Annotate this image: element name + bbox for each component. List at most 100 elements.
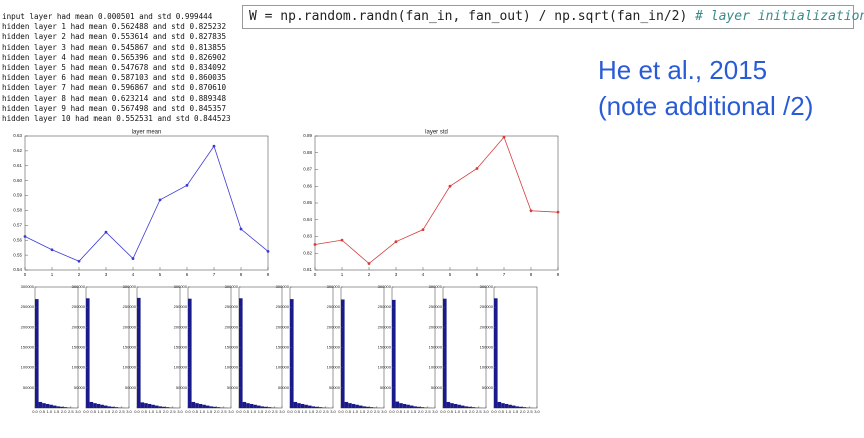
y-tick-label: 200000 — [225, 324, 239, 329]
y-tick-label: 50000 — [431, 385, 443, 390]
hist-bar — [198, 403, 203, 408]
hist-bar — [205, 405, 210, 408]
plot-area — [493, 286, 538, 409]
x-tick-label: 2.5 — [476, 409, 482, 414]
plot-area — [289, 286, 334, 409]
code-line: W = np.random.randn(fan_in, fan_out) / n… — [242, 5, 864, 29]
hist-bar — [213, 406, 217, 408]
x-tick-label: 1.0 — [353, 409, 359, 414]
hist-bar — [464, 406, 469, 408]
x-tick-label: 0.5 — [396, 409, 402, 414]
hist-bar — [242, 401, 247, 408]
hist-bar — [140, 402, 145, 408]
hist-bar — [249, 403, 254, 408]
hist-bar — [300, 403, 305, 408]
x-tick-label: 0.0 — [440, 409, 446, 414]
y-tick-label: 0.89 — [303, 133, 312, 138]
x-tick-label: 2.5 — [68, 409, 74, 414]
y-tick-label: 100000 — [123, 365, 137, 370]
x-tick-label: 4 — [422, 272, 425, 277]
hist-bar — [154, 405, 159, 408]
y-tick-label: 150000 — [72, 345, 86, 350]
x-tick-label: 6 — [476, 272, 479, 277]
x-tick-label: 0.0 — [32, 409, 38, 414]
y-tick-label: 150000 — [327, 345, 341, 350]
x-tick-label: 6 — [186, 272, 189, 277]
hist-bar — [497, 401, 502, 408]
y-tick-label: 250000 — [276, 304, 290, 309]
hist-bar — [522, 407, 527, 408]
y-tick-label: 250000 — [174, 304, 188, 309]
y-tick-label: 300000 — [480, 284, 494, 289]
y-tick-label: 100000 — [480, 365, 494, 370]
y-tick-label: 250000 — [21, 304, 35, 309]
hist-bar — [216, 407, 221, 408]
x-tick-label: 0 — [314, 272, 317, 277]
y-tick-label: 0.81 — [303, 267, 312, 272]
plot-area — [314, 135, 559, 271]
x-tick-label: 0.5 — [243, 409, 249, 414]
x-tick-label: 0.5 — [498, 409, 504, 414]
y-tick-label: 50000 — [278, 385, 290, 390]
point — [185, 183, 189, 187]
y-tick-label: 300000 — [378, 284, 392, 289]
series-line — [24, 145, 269, 262]
hist-bar — [468, 406, 472, 408]
x-tick-label: 2.0 — [61, 409, 67, 414]
hist-bar — [355, 404, 359, 408]
hist-bar — [446, 401, 451, 408]
x-tick-label: 2.5 — [119, 409, 125, 414]
hist-bar — [504, 403, 509, 408]
y-tick-label: 0.84 — [303, 217, 312, 222]
y-tick-label: 0.60 — [13, 178, 22, 183]
y-tick-label: 150000 — [429, 345, 443, 350]
y-tick-label: 250000 — [327, 304, 341, 309]
x-tick-label: 1.0 — [506, 409, 512, 414]
point — [23, 235, 27, 238]
y-tick-label: 0.56 — [13, 237, 22, 242]
hist-bar — [267, 407, 272, 408]
hist-bar — [519, 406, 523, 408]
hist-bar — [366, 406, 370, 408]
caption-line: (note additional /2) — [598, 91, 814, 121]
hist-bar — [443, 298, 447, 408]
point — [313, 243, 317, 246]
series-line — [314, 136, 559, 265]
chart-title: layer std — [425, 130, 448, 136]
x-tick-label: 1.0 — [200, 409, 206, 414]
y-tick-label: 200000 — [429, 324, 443, 329]
hist-bar — [107, 406, 112, 408]
x-tick-label: 2 — [78, 272, 81, 277]
point — [367, 262, 371, 265]
x-tick-label: 2.5 — [170, 409, 176, 414]
code-comment: # layer initialization — [695, 9, 864, 24]
log-line: hidden layer 2 had mean 0.553614 and std… — [2, 32, 227, 42]
y-tick-label: 250000 — [225, 304, 239, 309]
x-tick-label: 0.5 — [39, 409, 45, 414]
hist-bar — [165, 407, 170, 408]
hist-bar — [42, 403, 46, 408]
x-tick-label: 2.0 — [214, 409, 220, 414]
hist-bar — [494, 298, 498, 408]
x-tick-label: 0.0 — [236, 409, 242, 414]
x-tick-label: 2.5 — [374, 409, 380, 414]
hist-bar — [297, 403, 301, 408]
x-tick-label: 1.0 — [302, 409, 308, 414]
hist-bar — [96, 403, 101, 408]
x-tick-label: 3.0 — [75, 409, 81, 414]
hist-bar — [501, 403, 505, 408]
y-tick-label: 300000 — [225, 284, 239, 289]
hist-bar — [45, 403, 50, 408]
caption-line: He et al., 2015 — [598, 55, 768, 85]
plot-area — [442, 286, 487, 409]
plot-area — [24, 135, 269, 271]
x-tick-label: 3 — [105, 272, 108, 277]
hist-bar — [453, 403, 458, 408]
hist-bar — [358, 405, 363, 408]
hist-bar — [89, 401, 94, 408]
x-tick-label: 2.5 — [527, 409, 533, 414]
y-tick-label: 100000 — [429, 365, 443, 370]
hist-bar — [209, 406, 214, 408]
point — [77, 259, 81, 263]
y-tick-label: 150000 — [123, 345, 137, 350]
